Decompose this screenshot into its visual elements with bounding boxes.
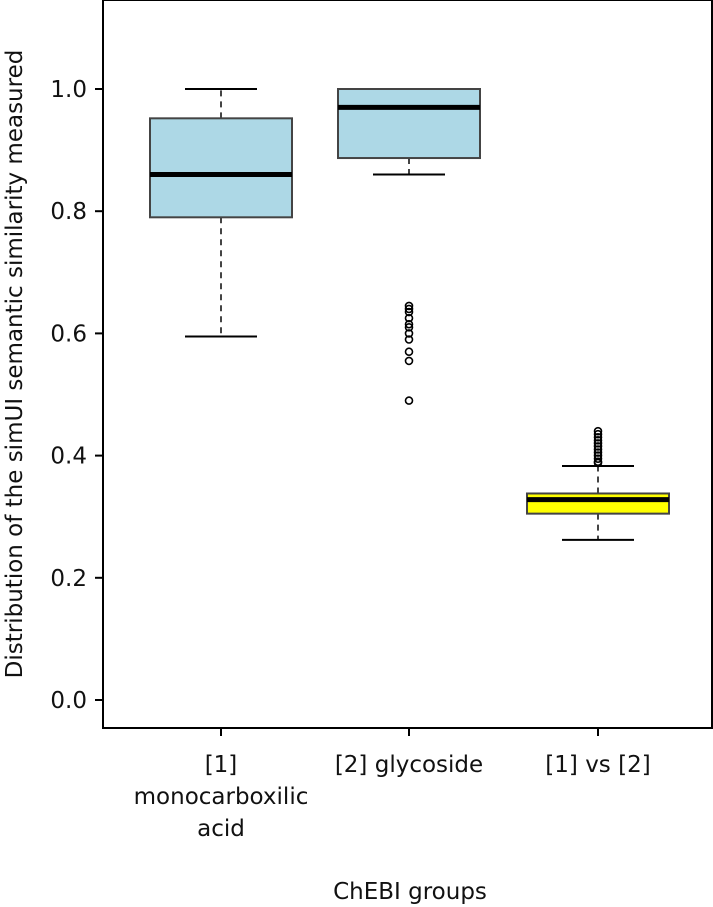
y-axis: 0.0 0.2 0.4 0.6 0.8 1.0: [50, 77, 103, 714]
outlier-point: [404, 304, 414, 314]
outlier-point: [404, 313, 414, 323]
x-tick-label-line: [1] vs [2]: [545, 752, 650, 778]
outlier-point: [593, 426, 603, 436]
box-iqr: [337, 88, 481, 160]
y-tick-label: 0.4: [50, 444, 87, 470]
x-tick-label-line: acid: [197, 816, 245, 842]
x-tick-label-line: monocarboxilic: [134, 784, 309, 810]
outlier-point: [404, 347, 414, 357]
y-tick-label: 0.8: [50, 199, 87, 225]
outlier-point: [593, 445, 603, 454]
outlier-point: [593, 454, 603, 463]
outlier-point: [404, 322, 414, 332]
box-group: [149, 88, 293, 338]
y-tick-label: 0.6: [50, 321, 87, 347]
outlier-point: [593, 432, 603, 442]
outlier-point: [593, 458, 603, 468]
y-tick-label: 0.0: [50, 688, 87, 714]
outlier-point: [593, 442, 603, 451]
y-tick-label: 1.0: [50, 77, 87, 103]
box-group: [337, 88, 481, 405]
outlier-point: [593, 436, 603, 445]
x-tick-label: [1] vs [2]: [545, 752, 650, 778]
outlier-point: [404, 396, 414, 405]
box-series: [149, 88, 670, 541]
outlier-point: [404, 335, 414, 344]
outlier-point: [404, 329, 414, 338]
outlier-point: [404, 301, 414, 311]
box-iqr: [526, 492, 670, 515]
x-tick-label-line: [1]: [205, 752, 238, 778]
x-tick-label: [1] monocarboxilic acid: [134, 752, 309, 842]
outlier-point: [404, 307, 414, 317]
outlier-point: [593, 448, 603, 457]
outlier-point: [593, 429, 603, 439]
outlier-point: [593, 439, 603, 448]
outlier-point: [404, 319, 414, 329]
box-group: [526, 426, 670, 541]
x-tick-label: [2] glycoside: [335, 752, 483, 778]
x-axis-label: ChEBI groups: [333, 879, 487, 905]
y-axis-label: Distribution of the simUI semantic simil…: [2, 50, 28, 679]
box-iqr: [149, 117, 293, 219]
outlier-point: [404, 356, 414, 366]
y-tick-label: 0.2: [50, 566, 87, 592]
x-axis: [1] monocarboxilic acid [2] glycoside [1] vs…: [134, 728, 651, 842]
plot-frame: [102, 0, 713, 729]
x-tick-label-line: [2] glycoside: [335, 752, 483, 778]
